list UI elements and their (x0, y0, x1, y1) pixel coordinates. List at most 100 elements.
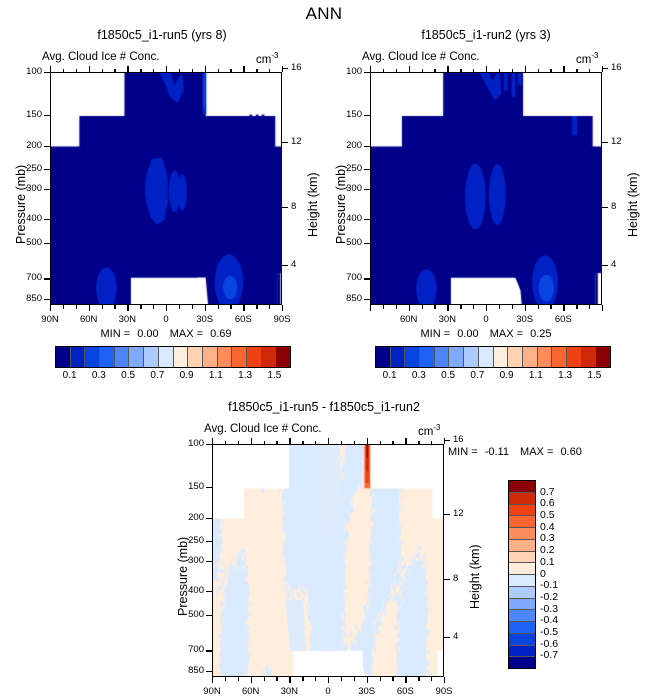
min-value: 0.00 (137, 328, 159, 340)
max-value: 0.60 (560, 446, 582, 458)
colorbar-swatch (70, 347, 86, 367)
colorbar-tick-label: -0.7 (540, 649, 559, 662)
colorbar-swatch (405, 347, 421, 367)
colorbar-tick-label: 0.7 (150, 370, 165, 381)
colorbar-swatch (261, 347, 277, 367)
panel-top-left-units-label: cm-3 (256, 51, 278, 66)
colorbar-swatch (420, 347, 435, 367)
units-text: cm (576, 53, 592, 66)
colorbar-tick-label: -0.3 (540, 602, 559, 615)
panel-bottom-diff-title: f1850c5_i1-run5 - f1850c5_i1-run2 (228, 400, 420, 414)
colorbar-tick-label: 1.1 (208, 370, 223, 381)
colorbar-tick-label: 0.5 (540, 509, 555, 522)
panel-top-left-plot (50, 72, 282, 305)
colorbar-swatch (509, 516, 535, 528)
colorbar-swatch (509, 504, 535, 517)
colorbar-swatch (173, 347, 189, 367)
colorbar-swatch (509, 598, 535, 611)
colorbar-swatch (509, 492, 535, 505)
colorbar-tick-label: 0.5 (441, 370, 456, 381)
colorbar-tick-label: 0.1 (62, 370, 77, 381)
min-label: MIN = (100, 328, 131, 340)
min-value: -0.11 (484, 446, 509, 458)
panel-bottom-diff-colorbar-labels: 0.7 0.6 0.5 0.4 0.3 0.2 0.1 0 -0.1 -0.2 -0.3 -0.4 -0… (540, 480, 580, 667)
colorbar-swatch (509, 586, 535, 599)
panel-top-right: f1850c5_i1-run2 (yrs 3) Avg. Cloud Ice #… (324, 24, 648, 414)
panel-top-left-field (51, 73, 281, 304)
panel-bottom-diff-plot (212, 444, 444, 677)
colorbar-swatch (509, 539, 535, 552)
panel-top-left-ticks: 100 150 200 250 300 400 500 700 850 16 12 8 4 90N 60N 3… (26, 62, 302, 325)
colorbar-tick-label: 1.3 (558, 370, 573, 381)
colorbar-swatch (509, 551, 535, 564)
colorbar-tick-label: 0.7 (540, 485, 555, 498)
colorbar-swatch (449, 347, 465, 367)
colorbar-tick-label: 0.3 (411, 370, 426, 381)
colorbar-swatch (509, 633, 535, 646)
panel-bottom-diff: f1850c5_i1-run5 - f1850c5_i1-run2 Avg. C… (162, 398, 648, 697)
colorbar-tick-label: 0.9 (499, 370, 514, 381)
colorbar-swatch (509, 481, 535, 493)
colorbar-swatch (509, 528, 535, 540)
panel-top-right-units-label: cm-3 (576, 51, 598, 66)
panel-top-right-colorbar (375, 346, 611, 368)
panel-top-left-colorbar-labels: 0.1 0.3 0.5 0.7 0.9 1.1 1.3 1.5 (55, 370, 289, 384)
panel-top-left: f1850c5_i1-run5 (yrs 8) Avg. Cloud Ice #… (0, 24, 324, 414)
min-label: MIN = (448, 446, 478, 458)
panel-top-left-minmax: MIN = 0.00 MAX = 0.69 (50, 328, 282, 340)
colorbar-swatch (232, 347, 247, 367)
colorbar-tick-label: 0.1 (540, 555, 555, 568)
units-exponent: -3 (591, 51, 599, 60)
panel-bottom-diff-colorbar (508, 480, 536, 669)
colorbar-tick-label: -0.6 (540, 637, 559, 650)
panel-top-right-title: f1850c5_i1-run2 (yrs 3) (421, 28, 551, 42)
colorbar-swatch (434, 347, 450, 367)
units-exponent: -3 (433, 423, 441, 432)
colorbar-tick-label: 1.1 (528, 370, 543, 381)
colorbar-tick-label: -0.5 (540, 625, 559, 638)
panel-top-right-field (371, 73, 601, 304)
panel-top-right-colorbar-labels: 0.1 0.3 0.5 0.7 0.9 1.1 1.3 1.5 (375, 370, 609, 384)
colorbar-swatch (202, 347, 218, 367)
max-label: MAX = (520, 446, 554, 458)
colorbar-swatch (464, 347, 479, 367)
colorbar-tick-label: 1.5 (267, 370, 282, 381)
units-text: cm (418, 425, 434, 438)
colorbar-swatch (188, 347, 203, 367)
colorbar-tick-label: 0.5 (121, 370, 136, 381)
colorbar-swatch (114, 347, 130, 367)
colorbar-swatch (509, 575, 535, 587)
units-exponent: -3 (271, 51, 279, 60)
colorbar-tick-label: 0.1 (382, 370, 397, 381)
panel-bottom-diff-units-label: cm-3 (418, 423, 440, 438)
panel-top-right-minmax: MIN = 0.00 MAX = 0.25 (370, 328, 602, 340)
colorbar-swatch (217, 347, 233, 367)
panel-top-left-variable-label: Avg. Cloud Ice # Conc. (42, 51, 160, 63)
colorbar-tick-label: 0.4 (540, 520, 555, 533)
max-value: 0.25 (530, 328, 552, 340)
colorbar-tick-label: -0.1 (540, 579, 559, 592)
panel-bottom-diff-field (213, 445, 443, 676)
colorbar-tick-label: 1.3 (238, 370, 253, 381)
colorbar-swatch (100, 347, 115, 367)
panel-top-right-ticks: 100 150 200 250 300 400 500 700 850 16 12 8 4 60N 30N 0… (346, 62, 622, 325)
min-label: MIN = (420, 328, 451, 340)
colorbar-swatch (129, 347, 145, 367)
colorbar-swatch (537, 347, 553, 367)
colorbar-swatch (376, 347, 391, 367)
max-label: MAX = (169, 328, 204, 340)
colorbar-tick-label: 0.7 (470, 370, 485, 381)
colorbar-swatch (581, 347, 597, 367)
colorbar-swatch (552, 347, 567, 367)
colorbar-swatch (246, 347, 262, 367)
colorbar-tick-label: -0.2 (540, 590, 559, 603)
colorbar-swatch (158, 347, 174, 367)
panel-top-right-plot (370, 72, 602, 305)
figure-title: ANN (305, 4, 343, 23)
colorbar-tick-label: 0 (540, 567, 546, 580)
colorbar-tick-label: 0.2 (540, 544, 555, 557)
colorbar-swatch (596, 347, 610, 367)
colorbar-swatch (509, 563, 535, 575)
colorbar-swatch (509, 622, 535, 634)
min-value: 0.00 (457, 328, 479, 340)
